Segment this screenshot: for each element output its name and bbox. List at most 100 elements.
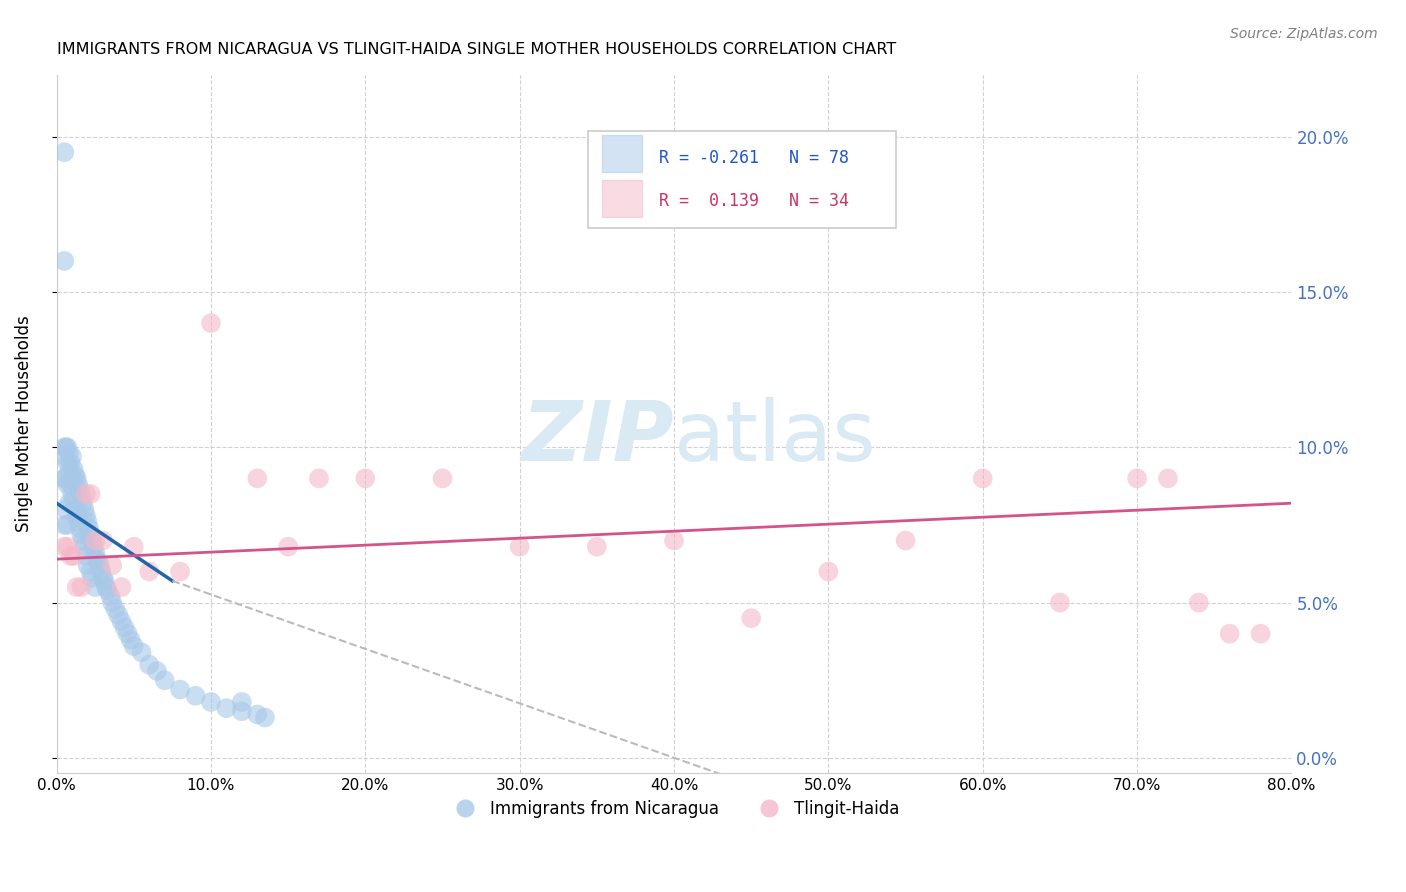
- Point: [62, 493, 84, 508]
- Point: [1250, 626, 1272, 640]
- Point: [110, 614, 132, 628]
- Point: [122, 540, 145, 554]
- Point: [79, 565, 101, 579]
- Point: [101, 558, 124, 573]
- Point: [83, 540, 105, 554]
- Point: [1126, 471, 1149, 485]
- Point: [117, 626, 139, 640]
- Point: [740, 611, 762, 625]
- Point: [69, 483, 91, 498]
- Point: [53, 145, 76, 160]
- Point: [253, 710, 276, 724]
- Point: [75, 508, 97, 523]
- Point: [184, 689, 207, 703]
- Point: [84, 580, 107, 594]
- Point: [56, 456, 79, 470]
- Point: [62, 462, 84, 476]
- FancyBboxPatch shape: [602, 136, 643, 171]
- Point: [55, 440, 77, 454]
- Point: [90, 565, 112, 579]
- Point: [69, 521, 91, 535]
- Point: [58, 465, 80, 479]
- Point: [87, 555, 110, 569]
- Point: [131, 645, 153, 659]
- Point: [56, 477, 79, 491]
- Point: [76, 515, 98, 529]
- Point: [70, 580, 93, 594]
- Point: [59, 477, 82, 491]
- Point: [169, 565, 191, 579]
- Point: [1188, 596, 1211, 610]
- Point: [60, 487, 83, 501]
- Point: [70, 527, 93, 541]
- Point: [277, 540, 299, 554]
- Point: [82, 533, 104, 548]
- FancyBboxPatch shape: [602, 180, 643, 217]
- Point: [146, 664, 169, 678]
- Point: [67, 477, 90, 491]
- Point: [53, 450, 76, 464]
- Point: [60, 471, 83, 485]
- Point: [73, 502, 96, 516]
- Point: [153, 673, 176, 688]
- Text: atlas: atlas: [673, 398, 876, 478]
- Point: [79, 527, 101, 541]
- Point: [114, 620, 136, 634]
- Point: [89, 558, 111, 573]
- Text: R =  0.139   N = 34: R = 0.139 N = 34: [659, 192, 849, 210]
- Point: [354, 471, 377, 485]
- Point: [138, 657, 160, 672]
- Point: [432, 471, 454, 485]
- Point: [63, 502, 86, 516]
- Point: [53, 471, 76, 485]
- Point: [1157, 471, 1180, 485]
- Legend: Immigrants from Nicaragua, Tlingit-Haida: Immigrants from Nicaragua, Tlingit-Haida: [441, 793, 907, 824]
- Point: [86, 552, 108, 566]
- Text: IMMIGRANTS FROM NICARAGUA VS TLINGIT-HAIDA SINGLE MOTHER HOUSEHOLDS CORRELATION : IMMIGRANTS FROM NICARAGUA VS TLINGIT-HAI…: [56, 42, 896, 57]
- Point: [72, 496, 94, 510]
- Point: [66, 471, 89, 485]
- Point: [84, 533, 107, 548]
- Point: [84, 546, 107, 560]
- Point: [53, 540, 76, 554]
- Point: [58, 496, 80, 510]
- Point: [120, 632, 142, 647]
- Point: [122, 639, 145, 653]
- Point: [63, 468, 86, 483]
- Point: [104, 602, 127, 616]
- FancyBboxPatch shape: [588, 130, 896, 228]
- Point: [246, 471, 269, 485]
- Point: [1049, 596, 1071, 610]
- Point: [817, 565, 839, 579]
- Point: [70, 490, 93, 504]
- Point: [77, 521, 100, 535]
- Point: [55, 471, 77, 485]
- Point: [62, 549, 84, 563]
- Point: [91, 571, 114, 585]
- Text: R = -0.261   N = 78: R = -0.261 N = 78: [659, 149, 849, 167]
- Point: [586, 540, 609, 554]
- Point: [75, 487, 97, 501]
- Point: [60, 450, 83, 464]
- Point: [79, 487, 101, 501]
- Point: [138, 565, 160, 579]
- Point: [91, 533, 114, 548]
- Point: [231, 704, 253, 718]
- Point: [59, 549, 82, 563]
- Point: [200, 316, 222, 330]
- Point: [53, 254, 76, 268]
- Point: [894, 533, 917, 548]
- Point: [110, 580, 132, 594]
- Point: [1219, 626, 1241, 640]
- Point: [56, 440, 79, 454]
- Point: [67, 515, 90, 529]
- Point: [56, 540, 79, 554]
- Point: [93, 574, 115, 588]
- Point: [96, 583, 118, 598]
- Text: Source: ZipAtlas.com: Source: ZipAtlas.com: [1230, 27, 1378, 41]
- Point: [169, 682, 191, 697]
- Point: [73, 540, 96, 554]
- Point: [972, 471, 994, 485]
- Point: [200, 695, 222, 709]
- Point: [308, 471, 330, 485]
